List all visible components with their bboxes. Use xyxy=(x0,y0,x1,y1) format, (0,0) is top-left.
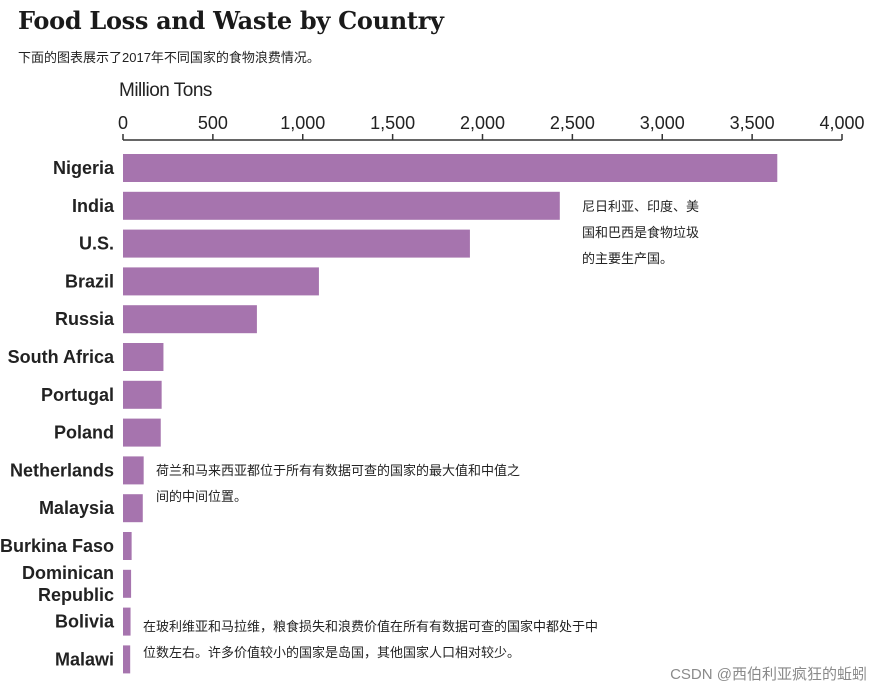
category-label: Malaysia xyxy=(39,498,115,518)
annotation-bottom: 在玻利维亚和马拉维，粮食损失和浪费价值在所有有数据可查的国家中都处于中 位数左右… xyxy=(143,614,683,666)
chart-subtitle: 下面的图表展示了2017年不同国家的食物浪费情况。 xyxy=(18,50,320,65)
bar xyxy=(123,267,319,296)
bar xyxy=(123,154,778,182)
bar xyxy=(123,229,470,258)
category-label: Burkina Faso xyxy=(0,536,114,556)
x-axis: 0 500 1,000 1,500 2,000 2,500 3,000 3,500 4,000 xyxy=(118,113,865,141)
category-label: Poland xyxy=(54,423,114,443)
category-label: Portugal xyxy=(41,385,114,405)
bar xyxy=(123,343,164,371)
category-label: India xyxy=(72,196,115,216)
bar xyxy=(123,532,132,560)
annotation-bottom-line: 在玻利维亚和马拉维，粮食损失和浪费价值在所有有数据可查的国家中都处于中 xyxy=(143,619,599,634)
bar xyxy=(123,569,132,598)
x-tick-label: 2,000 xyxy=(460,113,505,133)
x-tick-label: 3,000 xyxy=(640,113,685,133)
category-label: Netherlands xyxy=(10,460,114,480)
category-label: Russia xyxy=(55,309,115,329)
chart-title: Food Loss and Waste by Country xyxy=(18,6,444,35)
bar xyxy=(123,305,257,334)
category-labels: Nigeria India U.S. Brazil Russia South Africa… xyxy=(0,158,115,669)
watermark: CSDN @西伯利亚疯狂的蚯蚓 xyxy=(670,666,867,683)
annotation-top: 尼日利亚、印度、美 国和巴西是食物垃圾 的主要生产国。 xyxy=(582,194,732,272)
category-label: Malawi xyxy=(55,649,114,669)
category-label: Republic xyxy=(38,585,114,605)
bar xyxy=(123,191,560,220)
bar xyxy=(123,456,144,485)
category-label: Brazil xyxy=(65,271,114,291)
x-tick-label: 1,000 xyxy=(280,113,325,133)
x-tick-label: 3,500 xyxy=(730,113,775,133)
x-tick-label: 500 xyxy=(198,113,228,133)
bars xyxy=(123,154,778,674)
annotation-middle-line: 间的中间位置。 xyxy=(156,489,248,504)
category-label: Nigeria xyxy=(53,158,115,178)
annotation-top-line: 国和巴西是食物垃圾 xyxy=(582,225,700,240)
annotation-top-line: 的主要生产国。 xyxy=(582,251,674,266)
annotation-top-line: 尼日利亚、印度、美 xyxy=(582,199,700,214)
annotation-middle: 荷兰和马来西亚都位于所有有数据可查的国家的最大值和中值之 间的中间位置。 xyxy=(156,458,596,510)
category-label: South Africa xyxy=(8,347,115,367)
annotation-middle-line: 荷兰和马来西亚都位于所有有数据可查的国家的最大值和中值之 xyxy=(156,463,521,478)
bar xyxy=(123,418,161,447)
bar xyxy=(123,607,131,636)
x-tick-label: 0 xyxy=(118,113,128,133)
x-tick-label: 1,500 xyxy=(370,113,415,133)
annotation-bottom-line: 位数左右。许多价值较小的国家是岛国，其他国家人口相对较少。 xyxy=(143,645,521,660)
bar xyxy=(123,380,162,409)
bar xyxy=(123,494,143,523)
axis-unit-label: Million Tons xyxy=(119,80,212,101)
x-tick-label: 4,000 xyxy=(819,113,864,133)
bar xyxy=(123,645,131,674)
category-label: Dominican xyxy=(22,563,114,583)
category-label: Bolivia xyxy=(55,612,115,632)
category-label: U.S. xyxy=(79,234,114,254)
x-tick-label: 2,500 xyxy=(550,113,595,133)
